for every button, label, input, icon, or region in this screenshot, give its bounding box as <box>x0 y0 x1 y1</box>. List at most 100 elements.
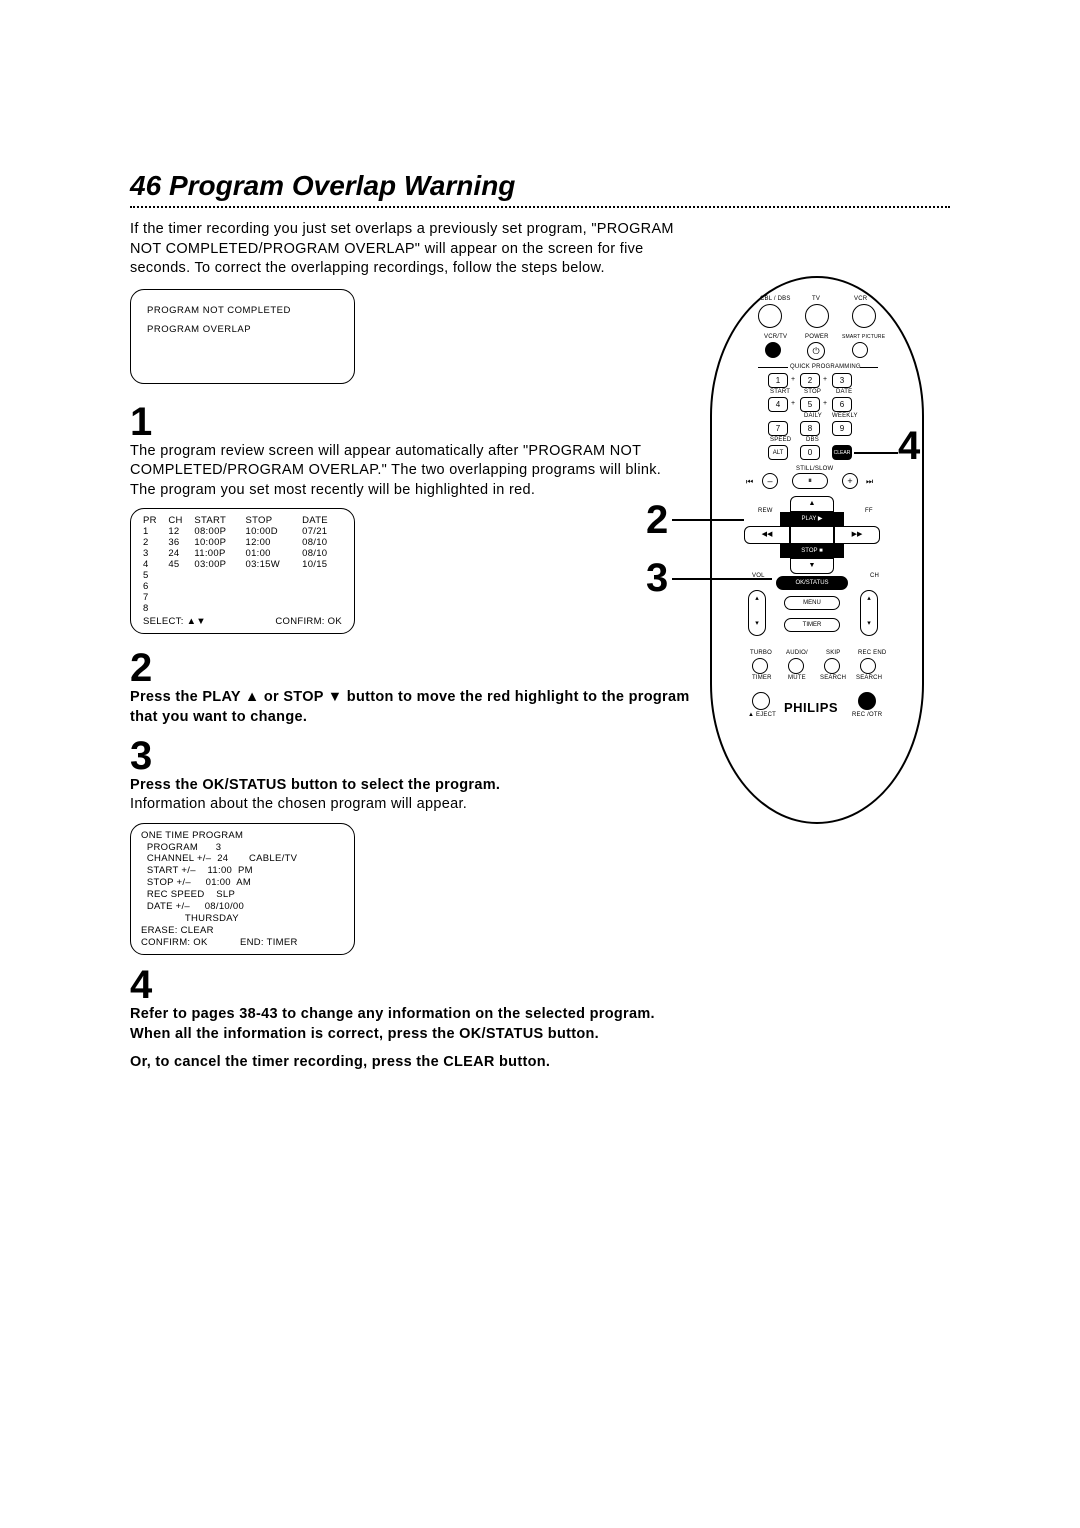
cbl-dbs-button[interactable] <box>758 304 782 328</box>
program-table: PR CH START STOP DATE 11208:00P10:00D07/… <box>141 515 344 627</box>
alt-button[interactable]: ALT <box>768 445 788 460</box>
label-otr: REC /OTR <box>852 712 882 718</box>
num-3-button[interactable]: 3 <box>832 373 852 388</box>
dpad-left-button[interactable]: ◀◀ <box>744 526 790 544</box>
brand-logo: PHILIPS <box>784 700 838 715</box>
table-footer: SELECT: ▲▼ CONFIRM: OK <box>141 614 344 627</box>
hdr-ch: CH <box>166 515 192 526</box>
plus-icon: + <box>791 400 795 407</box>
audio-button[interactable] <box>788 658 804 674</box>
table-row: 7 <box>141 592 344 603</box>
num-5-button[interactable]: 5 <box>800 397 820 412</box>
label-date: DATE <box>836 389 852 395</box>
num-7-button[interactable]: 7 <box>768 421 788 436</box>
label-vcrtv: VCR/TV <box>764 334 787 340</box>
footer-confirm: CONFIRM: OK <box>243 614 344 627</box>
label-start: START <box>770 389 790 395</box>
timer-button[interactable]: TIMER <box>784 618 840 632</box>
table-row: 5 <box>141 570 344 581</box>
msg-line-1: PROGRAM NOT COMPLETED <box>147 304 338 317</box>
num-2-button[interactable]: 2 <box>800 373 820 388</box>
label-vcr: VCR <box>854 296 867 302</box>
label-skip: SKIP <box>826 650 840 656</box>
page-number: 46 <box>130 170 161 201</box>
step-1-text: The program review screen will appear au… <box>130 442 690 501</box>
program-table-box: PR CH START STOP DATE 11208:00P10:00D07/… <box>130 508 355 634</box>
step-4-number: 4 <box>130 965 950 1005</box>
num-1-button[interactable]: 1 <box>768 373 788 388</box>
label-ff: FF <box>865 508 873 514</box>
callout-3-line <box>672 578 772 580</box>
play-button[interactable]: PLAY ▶ <box>780 512 844 526</box>
remote-control-diagram: CBL / DBS TV VCR VCR/TV POWER SMART PICT… <box>710 276 924 824</box>
page-title: 46 Program Overlap Warning <box>130 170 950 202</box>
stop-button[interactable]: STOP ■ <box>780 544 844 558</box>
label-stop: STOP <box>804 389 821 395</box>
recend-button[interactable] <box>860 658 876 674</box>
minus-button[interactable]: – <box>762 473 778 489</box>
label-cbl-dbs: CBL / DBS <box>760 296 791 302</box>
vcr-button[interactable] <box>852 304 876 328</box>
callout-4-line <box>854 452 898 454</box>
label-mute: MUTE <box>788 675 806 681</box>
callout-3: 3 <box>646 556 668 601</box>
ok-status-button[interactable]: OK/STATUS <box>776 576 848 590</box>
label-weekly: WEEKLY <box>832 413 858 419</box>
table-row: 6 <box>141 581 344 592</box>
dpad-up-button[interactable]: ▲ <box>790 496 834 512</box>
ch-rocker[interactable]: ▴ ▾ <box>860 590 878 636</box>
qprog-line-left <box>758 367 788 368</box>
table-row: 32411:00P01:0008/10 <box>141 548 344 559</box>
num-8-button[interactable]: 8 <box>800 421 820 436</box>
stillslow-button[interactable]: ⏸ <box>792 473 828 489</box>
vol-rocker[interactable]: ▴ ▾ <box>748 590 766 636</box>
table-row: 11208:00P10:00D07/21 <box>141 526 344 537</box>
label-ch: CH <box>870 573 879 579</box>
footer-select: SELECT: ▲▼ <box>141 614 243 627</box>
plus-icon: + <box>823 376 827 383</box>
vcrtv-button[interactable] <box>765 342 781 358</box>
dpad-down-button[interactable]: ▼ <box>790 558 834 574</box>
step-3-text: Press the OK/STATUS button to select the… <box>130 776 690 815</box>
label-recend: REC END <box>858 650 886 656</box>
rec-otr-button[interactable] <box>858 692 876 710</box>
label-power: POWER <box>805 334 829 340</box>
intro-paragraph: If the timer recording you just set over… <box>130 220 690 279</box>
hdr-start: START <box>192 515 243 526</box>
num-9-button[interactable]: 9 <box>832 421 852 436</box>
skip-button[interactable] <box>824 658 840 674</box>
overlap-message-box: PROGRAM NOT COMPLETED PROGRAM OVERLAP <box>130 289 355 384</box>
hdr-pr: PR <box>141 515 166 526</box>
prev-track-icon: ⏮ <box>746 477 753 487</box>
num-0-button[interactable]: 0 <box>800 445 820 460</box>
table-header-row: PR CH START STOP DATE <box>141 515 344 526</box>
callout-2: 2 <box>646 498 668 543</box>
label-stillslow: STILL/SLOW <box>796 466 833 472</box>
eject-button[interactable] <box>752 692 770 710</box>
num-4-button[interactable]: 4 <box>768 397 788 412</box>
label-rew: REW <box>758 508 773 514</box>
tv-button[interactable] <box>805 304 829 328</box>
step-3-plain: Information about the chosen program wil… <box>130 796 467 812</box>
label-turbo: TURBO <box>750 650 772 656</box>
title-divider <box>130 206 950 208</box>
plus-icon: + <box>823 400 827 407</box>
turbo-button[interactable] <box>752 658 768 674</box>
num-6-button[interactable]: 6 <box>832 397 852 412</box>
label-quick-programming: QUICK PROGRAMMING <box>790 364 861 370</box>
label-speed: SPEED <box>770 437 791 443</box>
power-button[interactable]: ⏻ <box>807 342 825 360</box>
dpad-right-button[interactable]: ▶▶ <box>834 526 880 544</box>
plus-icon: + <box>791 376 795 383</box>
label-eject: ▲ EJECT <box>748 712 776 718</box>
hdr-stop: STOP <box>243 515 300 526</box>
callout-2-line <box>672 519 744 521</box>
label-tv: TV <box>812 296 820 302</box>
step-4-text-1: Refer to pages 38-43 to change any infor… <box>130 1005 690 1044</box>
next-track-icon: ⏭ <box>866 477 873 487</box>
dpad-center-button[interactable] <box>790 526 834 544</box>
smart-picture-button[interactable] <box>852 342 868 358</box>
plus-button[interactable]: + <box>842 473 858 489</box>
clear-button[interactable]: CLEAR <box>832 445 852 460</box>
menu-button[interactable]: MENU <box>784 596 840 610</box>
